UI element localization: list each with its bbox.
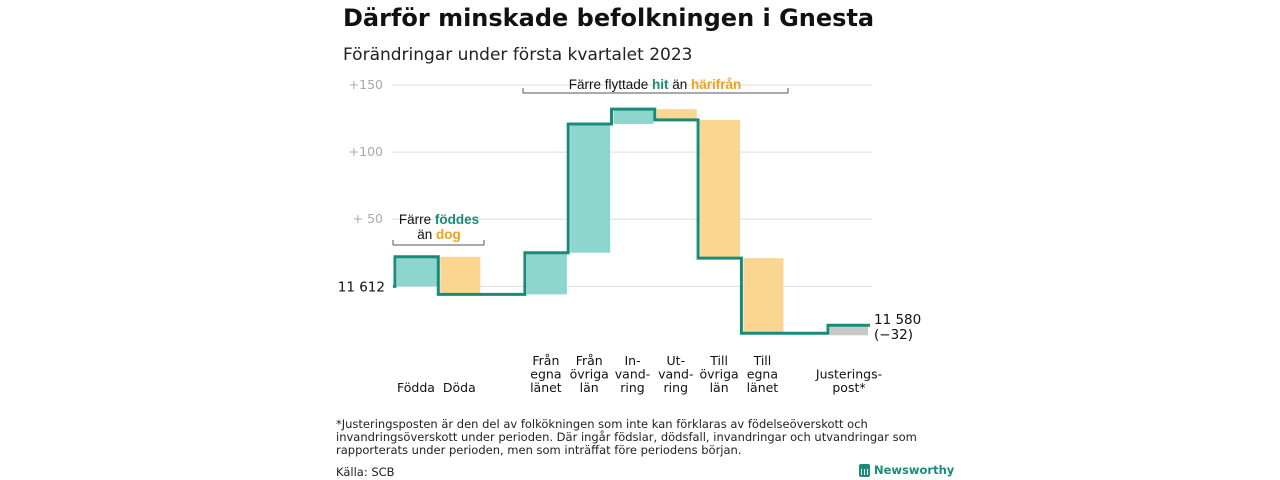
bar-fran_egna — [526, 252, 567, 295]
bar-utvandring — [656, 109, 697, 120]
category-label-utvandring: Ut- — [667, 353, 686, 368]
category-label-justering: Justerings- — [815, 367, 882, 382]
category-label-till_ovriga: övriga — [699, 367, 738, 382]
chart-subtitle: Förändringar under första kvartalet 2023 — [343, 45, 693, 65]
footnote: *Justeringsposten är den del av folkökni… — [336, 417, 917, 457]
category-label-doda: Döda — [443, 380, 476, 395]
newsworthy-icon — [859, 463, 870, 477]
annotation-births-line1: Färre föddes — [399, 212, 479, 227]
y-tick-label: +150 — [349, 77, 383, 92]
category-label-utvandring: vand- — [658, 367, 693, 382]
category-label-fran_egna: egna — [530, 367, 561, 382]
category-label-fran_ovriga: övriga — [570, 367, 609, 382]
chart-title: Därför minskade befolkningen i Gnesta — [343, 4, 875, 32]
end-change-label: (−32) — [874, 327, 913, 343]
waterfall-step-line — [393, 107, 870, 335]
category-label-till_egna: länet — [747, 380, 779, 395]
bar-doda — [440, 256, 481, 295]
category-label-utvandring: ring — [664, 380, 688, 395]
category-label-till_ovriga: Till — [709, 353, 728, 368]
category-label-invandring: vand- — [615, 367, 650, 382]
bar-till_egna — [743, 258, 784, 334]
bar-invandring — [613, 109, 654, 124]
bar-till_ovriga — [700, 119, 741, 259]
source-label: Källa: SCB — [336, 465, 395, 479]
category-label-fodda: Födda — [397, 380, 435, 395]
category-label-till_egna: egna — [747, 367, 778, 382]
category-label-till_ovriga: län — [710, 380, 729, 395]
annotation-moves: Färre flyttade hit än härifrån — [569, 77, 742, 92]
bar-justering — [830, 325, 868, 336]
category-label-fran_ovriga: Från — [576, 353, 603, 368]
brand-logo: Newsworthy — [859, 463, 954, 477]
brand-name: Newsworthy — [874, 463, 955, 477]
category-label-invandring: ring — [620, 380, 644, 395]
annotation-births-line2: än dog — [417, 227, 461, 242]
category-label-justering: post* — [832, 380, 865, 395]
y-tick-label: +100 — [349, 144, 383, 159]
category-label-till_egna: Till — [753, 353, 772, 368]
category-label-fran_egna: Från — [532, 353, 559, 368]
y-tick-label: + 50 — [353, 211, 383, 226]
bar-fodda — [397, 256, 437, 287]
end-value-label: 11 580 — [874, 312, 921, 328]
base-value-label: 11 612 — [338, 279, 385, 295]
category-label-invandring: In- — [624, 353, 640, 368]
category-label-fran_egna: länet — [530, 380, 562, 395]
bar-fran_ovriga — [570, 123, 611, 253]
category-label-fran_ovriga: län — [580, 380, 599, 395]
